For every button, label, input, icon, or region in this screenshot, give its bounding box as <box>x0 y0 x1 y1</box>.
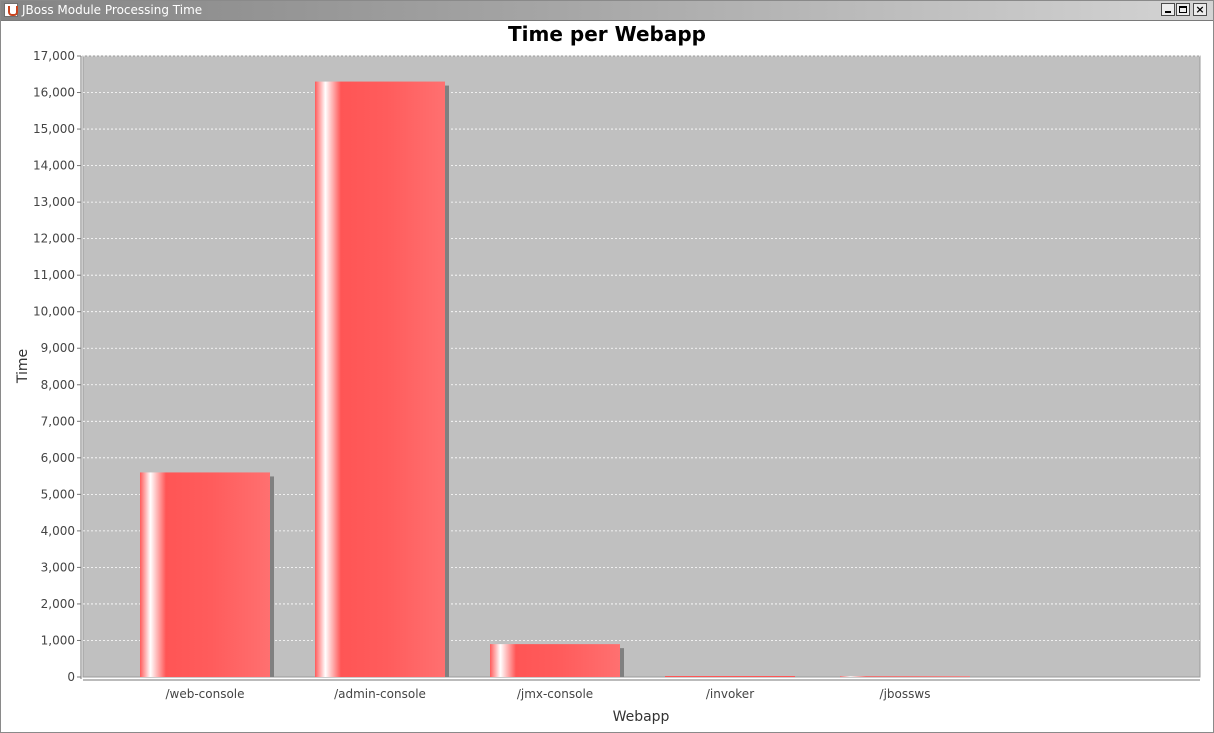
y-tick-label: 8,000 <box>41 378 75 392</box>
bar <box>840 676 970 677</box>
y-tick-label: 11,000 <box>33 268 75 282</box>
x-axis-label: Webapp <box>613 709 670 725</box>
minimize-button[interactable] <box>1161 3 1175 16</box>
window-title: JBoss Module Processing Time <box>22 3 203 17</box>
y-tick-label: 10,000 <box>33 305 75 319</box>
y-tick-label: 12,000 <box>33 232 75 246</box>
y-tick-label: 16,000 <box>33 86 75 100</box>
chart-title: Time per Webapp <box>508 22 706 46</box>
maximize-button[interactable] <box>1176 3 1190 16</box>
y-axis-label: Time <box>15 349 31 384</box>
y-tick-label: 9,000 <box>41 341 75 355</box>
close-button[interactable]: × <box>1193 3 1207 16</box>
x-tick-label: /invoker <box>706 687 754 701</box>
java-cup-icon <box>4 3 18 17</box>
bar-chart: Time per Webapp 0 1,000 2,000 3,000 4,000 5,0… <box>15 22 1201 725</box>
y-tick-label: 4,000 <box>41 524 75 538</box>
y-tick-label: 14,000 <box>33 159 75 173</box>
window-titlebar[interactable]: JBoss Module Processing Time × <box>1 1 1213 21</box>
y-tick-label: 7,000 <box>41 414 75 428</box>
bar <box>315 81 445 678</box>
minimize-icon <box>1165 11 1171 13</box>
bar <box>490 644 620 677</box>
x-tick-label: /jbossws <box>880 687 931 701</box>
y-tick-label: 2,000 <box>41 597 75 611</box>
close-icon: × <box>1195 3 1205 16</box>
y-tick-label: 3,000 <box>41 560 75 574</box>
y-tick-label: 13,000 <box>33 195 75 209</box>
x-tick-label: /admin-console <box>334 687 426 701</box>
bar <box>665 676 795 677</box>
y-tick-label: 5,000 <box>41 487 75 501</box>
x-tick-label: /jmx-console <box>517 687 593 701</box>
y-tick-label: 17,000 <box>33 49 75 63</box>
x-tick-label: /web-console <box>165 687 244 701</box>
maximize-icon <box>1179 6 1187 13</box>
bar <box>140 472 270 677</box>
y-tick-label: 0 <box>67 670 75 684</box>
y-tick-label: 15,000 <box>33 122 75 136</box>
y-tick-label: 1,000 <box>41 633 75 647</box>
y-tick-label: 6,000 <box>41 451 75 465</box>
